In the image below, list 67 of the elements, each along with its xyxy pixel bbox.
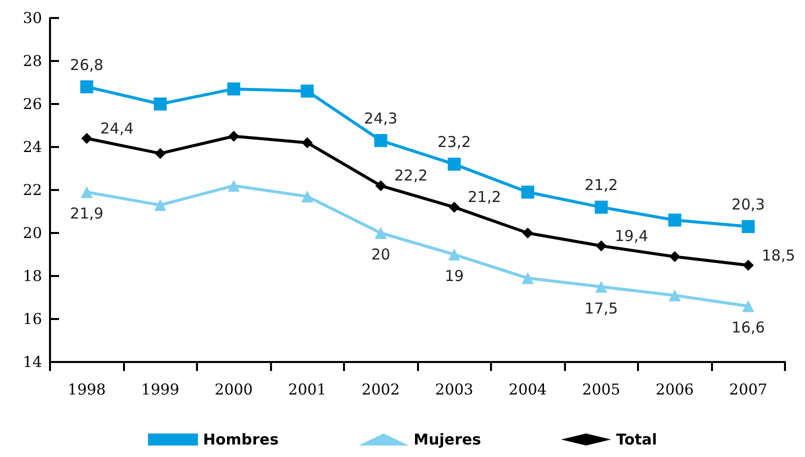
- data-label: 24,3: [364, 110, 398, 128]
- data-label: 19: [444, 267, 464, 285]
- data-label: 20: [371, 246, 390, 264]
- point: [522, 272, 534, 284]
- point: [742, 300, 754, 312]
- y-tick-label: 20: [22, 224, 42, 242]
- data-label: 21,9: [70, 204, 104, 223]
- point: [596, 240, 607, 252]
- y-tick-label: 24: [22, 138, 42, 156]
- point: [80, 186, 93, 198]
- x-tick-label: 2001: [288, 380, 326, 398]
- data-label: 16,6: [732, 318, 765, 337]
- point: [742, 260, 754, 271]
- y-tick-label: 28: [22, 52, 42, 70]
- point: [81, 132, 92, 144]
- legend-label: Hombres: [202, 430, 279, 448]
- x-tick-label: 2004: [508, 380, 547, 398]
- y-tick-label: 22: [22, 181, 42, 199]
- point: [521, 186, 534, 199]
- point: [300, 84, 314, 98]
- data-label: 22,2: [394, 166, 428, 185]
- point: [448, 158, 461, 171]
- point: [374, 227, 387, 239]
- x-tick-label: 2006: [656, 380, 694, 398]
- data-label: 20,3: [732, 196, 765, 214]
- x-tick-label: 1999: [141, 380, 180, 398]
- y-tick-label: 16: [22, 310, 42, 328]
- point: [154, 98, 167, 110]
- legend-label: Mujeres: [414, 430, 482, 448]
- data-label: 23,2: [438, 133, 471, 152]
- point: [595, 280, 608, 293]
- point: [375, 180, 386, 192]
- point: [594, 200, 608, 214]
- x-tick-label: 1998: [68, 380, 106, 398]
- data-label: 18,5: [762, 246, 796, 264]
- x-tick-label: 2000: [214, 380, 253, 398]
- point: [228, 180, 240, 192]
- point: [668, 214, 682, 227]
- data-label: 21,2: [584, 176, 618, 194]
- point: [669, 251, 680, 262]
- x-tick-label: 2005: [582, 380, 620, 398]
- point: [522, 228, 534, 238]
- data-label: 17,5: [584, 299, 618, 318]
- data-label: 21,2: [468, 188, 502, 206]
- point: [154, 148, 166, 159]
- x-tick-label: 2007: [729, 380, 768, 398]
- point: [742, 220, 755, 234]
- point: [448, 248, 460, 260]
- data-label: 26,8: [70, 56, 104, 74]
- x-tick-label: 2003: [435, 380, 474, 398]
- x-tick-label: 2002: [362, 380, 400, 398]
- point: [374, 134, 388, 148]
- point: [80, 80, 94, 94]
- point: [301, 190, 314, 202]
- y-tick-label: 30: [22, 9, 42, 27]
- legend-label: Total: [616, 430, 658, 448]
- point: [227, 82, 240, 96]
- point: [448, 202, 460, 213]
- y-tick-label: 18: [22, 267, 42, 285]
- point: [154, 199, 166, 212]
- data-label: 19,4: [614, 226, 648, 245]
- point: [668, 289, 681, 302]
- point: [302, 137, 313, 148]
- point: [228, 130, 240, 142]
- y-tick-label: 14: [22, 353, 42, 371]
- data-label: 24,4: [100, 119, 134, 138]
- y-tick-label: 26: [22, 95, 42, 113]
